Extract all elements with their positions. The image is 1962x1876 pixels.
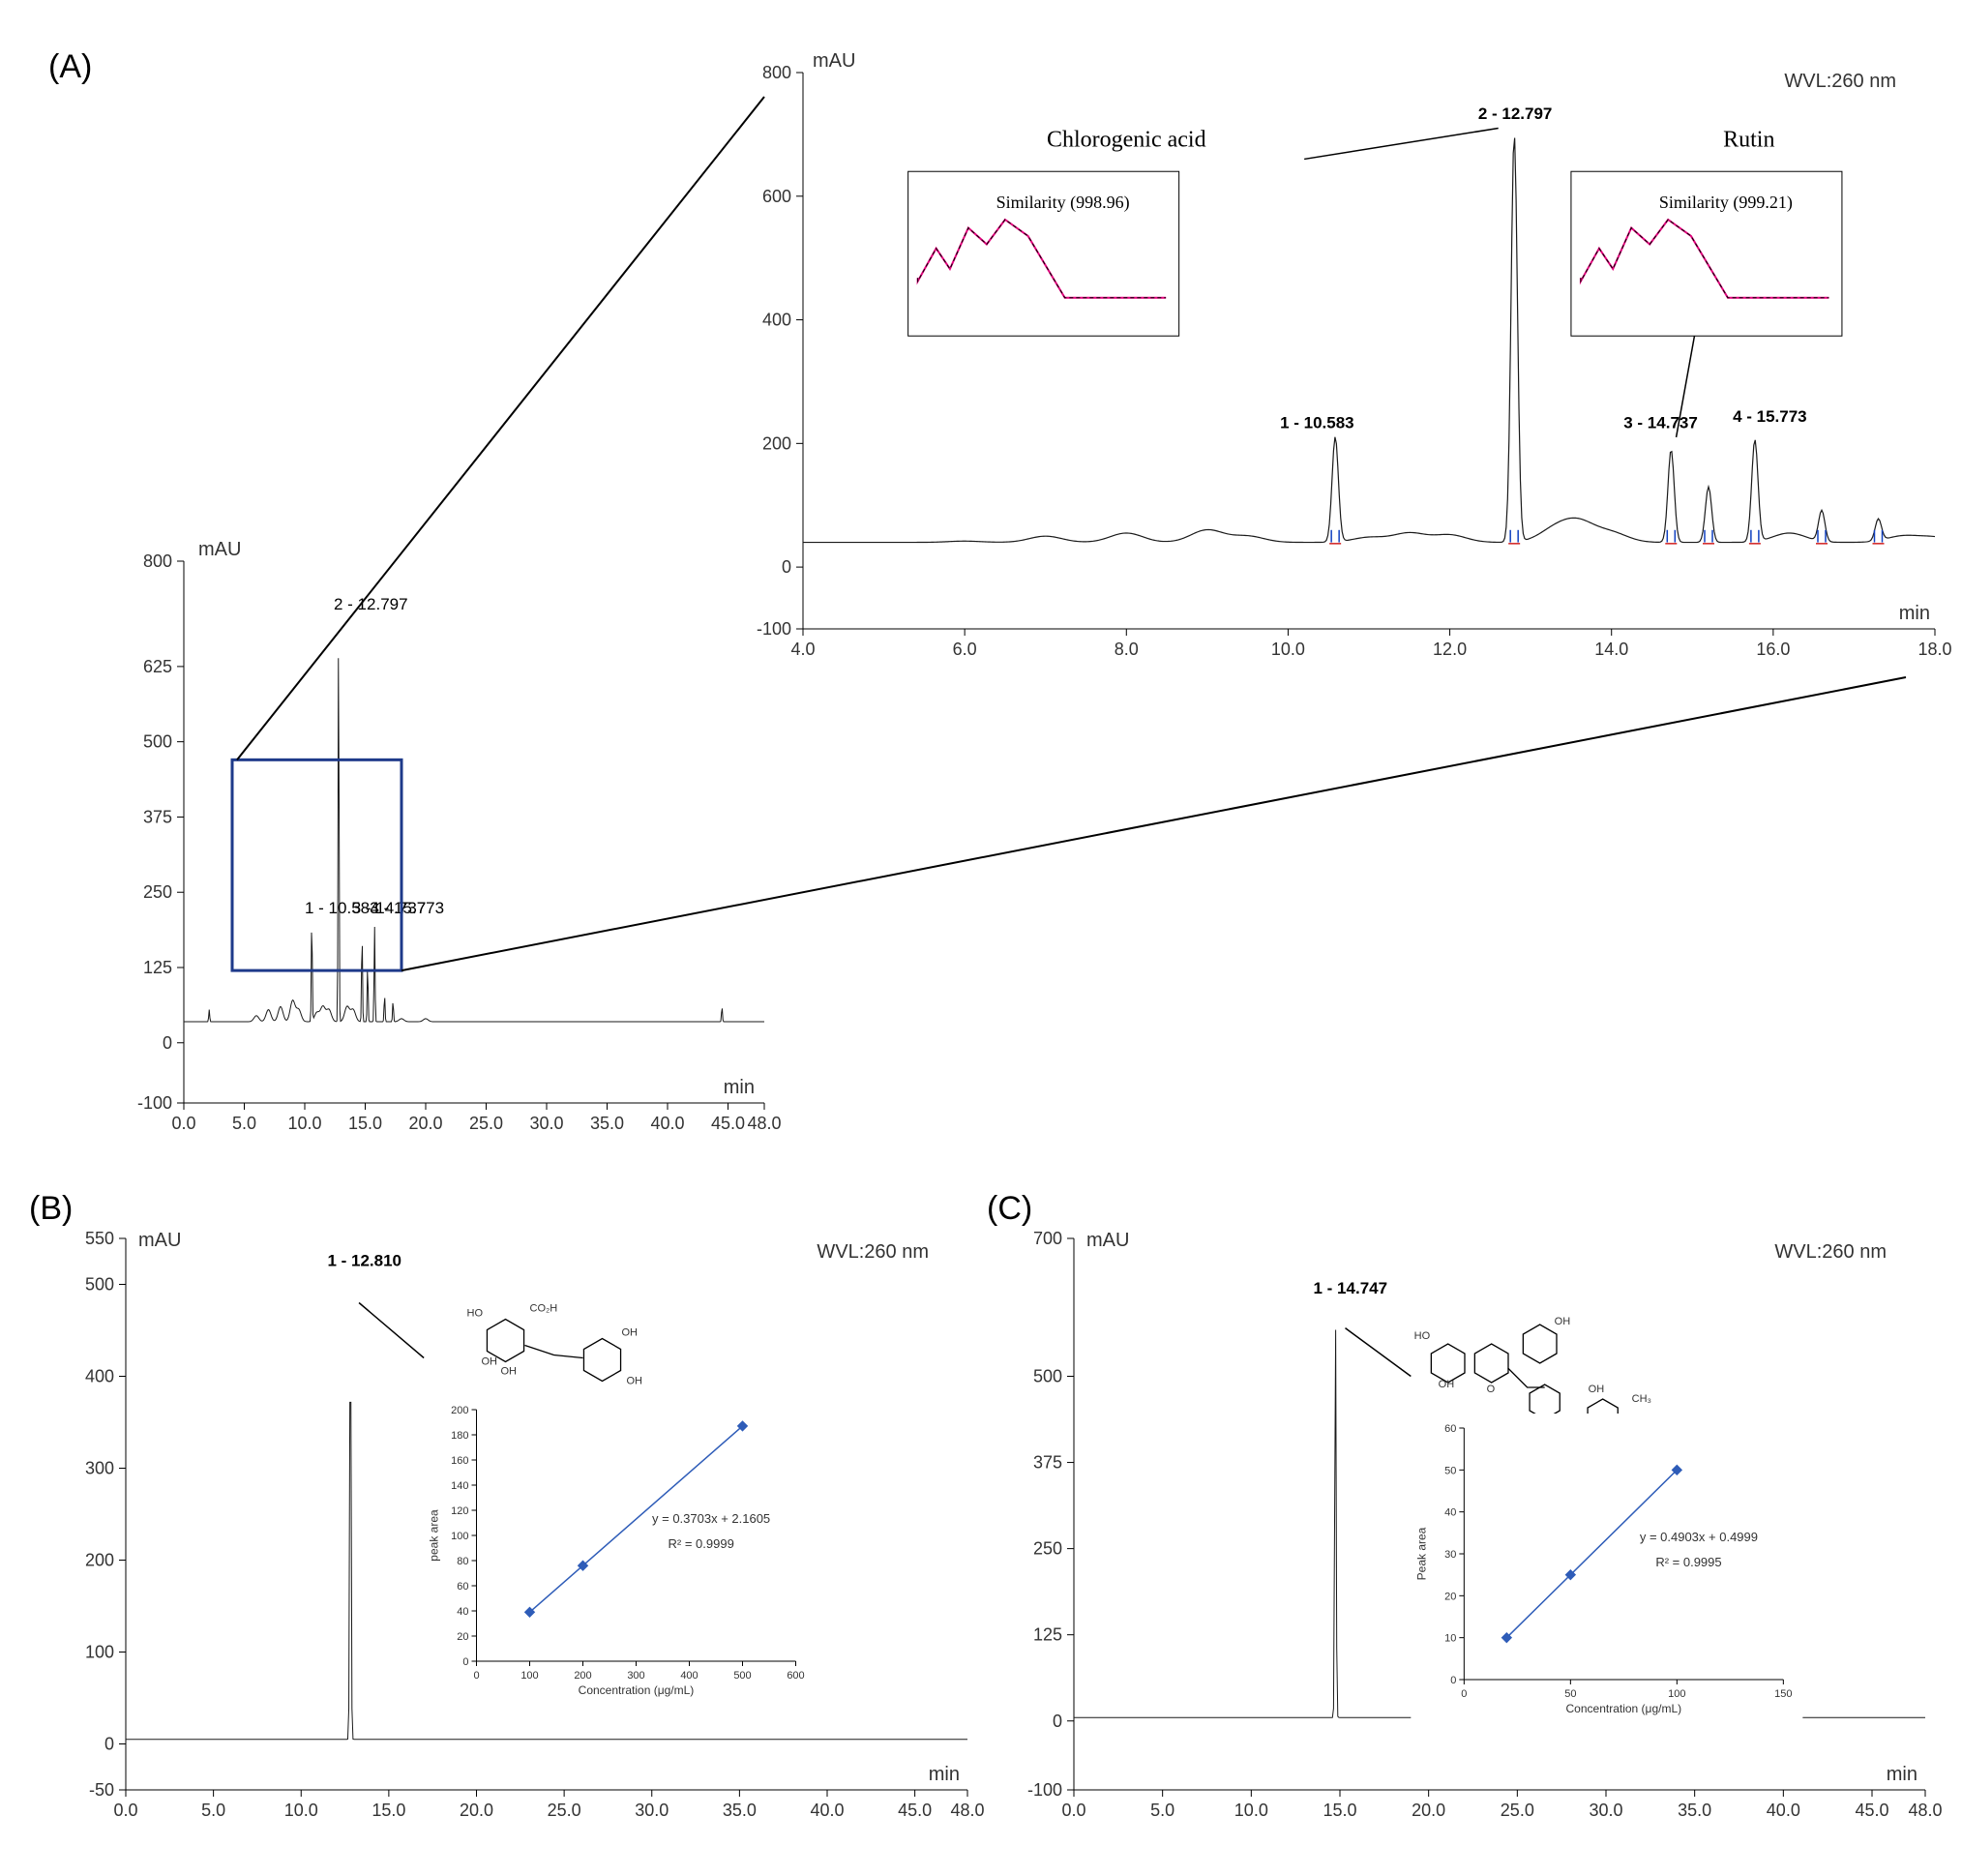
calibration-inset: 0 50 100 150 0 10 20 30 40 50 60 y = 0.4903x + 0.49… — [1411, 1414, 1802, 1718]
svg-text:700: 700 — [1033, 1229, 1062, 1248]
svg-text:min: min — [1887, 1764, 1917, 1785]
svg-text:375: 375 — [1033, 1453, 1062, 1473]
svg-text:CH₃: CH₃ — [1632, 1393, 1651, 1405]
svg-text:25.0: 25.0 — [1501, 1801, 1534, 1820]
svg-text:50: 50 — [1564, 1688, 1576, 1700]
svg-text:OH: OH — [1439, 1379, 1455, 1390]
svg-text:WVL:260 nm: WVL:260 nm — [1774, 1241, 1887, 1263]
svg-text:-100: -100 — [1027, 1780, 1062, 1800]
svg-text:R² = 0.9995: R² = 0.9995 — [1655, 1555, 1721, 1569]
panel-c-label: (C) — [987, 1190, 1032, 1228]
svg-text:40.0: 40.0 — [1767, 1801, 1800, 1820]
svg-text:45.0: 45.0 — [1855, 1801, 1888, 1820]
svg-text:48.0: 48.0 — [1908, 1801, 1942, 1820]
svg-text:125: 125 — [1033, 1625, 1062, 1645]
svg-text:Concentration (μg/mL): Concentration (μg/mL) — [1566, 1702, 1682, 1715]
svg-text:OH: OH — [1555, 1316, 1571, 1327]
svg-text:60: 60 — [1444, 1423, 1456, 1435]
svg-text:0.0: 0.0 — [1061, 1801, 1085, 1820]
svg-text:10: 10 — [1444, 1633, 1456, 1645]
svg-text:100: 100 — [1668, 1688, 1685, 1700]
svg-text:50: 50 — [1444, 1465, 1456, 1476]
svg-text:1 - 14.747: 1 - 14.747 — [1314, 1279, 1388, 1297]
svg-text:y = 0.4903x + 0.4999: y = 0.4903x + 0.4999 — [1640, 1530, 1758, 1544]
svg-text:0: 0 — [1450, 1675, 1456, 1686]
svg-text:0: 0 — [1053, 1712, 1062, 1731]
svg-text:40: 40 — [1444, 1507, 1456, 1519]
svg-text:OH: OH — [1589, 1384, 1605, 1395]
svg-text:10.0: 10.0 — [1234, 1801, 1268, 1820]
svg-text:15.0: 15.0 — [1323, 1801, 1356, 1820]
svg-text:150: 150 — [1774, 1688, 1792, 1700]
svg-text:35.0: 35.0 — [1678, 1801, 1711, 1820]
svg-text:O: O — [1487, 1384, 1496, 1395]
svg-text:250: 250 — [1033, 1539, 1062, 1559]
svg-text:Peak area: Peak area — [1414, 1527, 1428, 1580]
svg-text:0: 0 — [1461, 1688, 1467, 1700]
svg-text:20: 20 — [1444, 1591, 1456, 1602]
svg-text:30: 30 — [1444, 1549, 1456, 1561]
svg-text:30.0: 30.0 — [1589, 1801, 1622, 1820]
svg-text:mAU: mAU — [1086, 1230, 1129, 1251]
svg-text:HO: HO — [1414, 1330, 1431, 1342]
svg-text:20.0: 20.0 — [1412, 1801, 1445, 1820]
svg-text:500: 500 — [1033, 1367, 1062, 1386]
svg-text:5.0: 5.0 — [1150, 1801, 1174, 1820]
